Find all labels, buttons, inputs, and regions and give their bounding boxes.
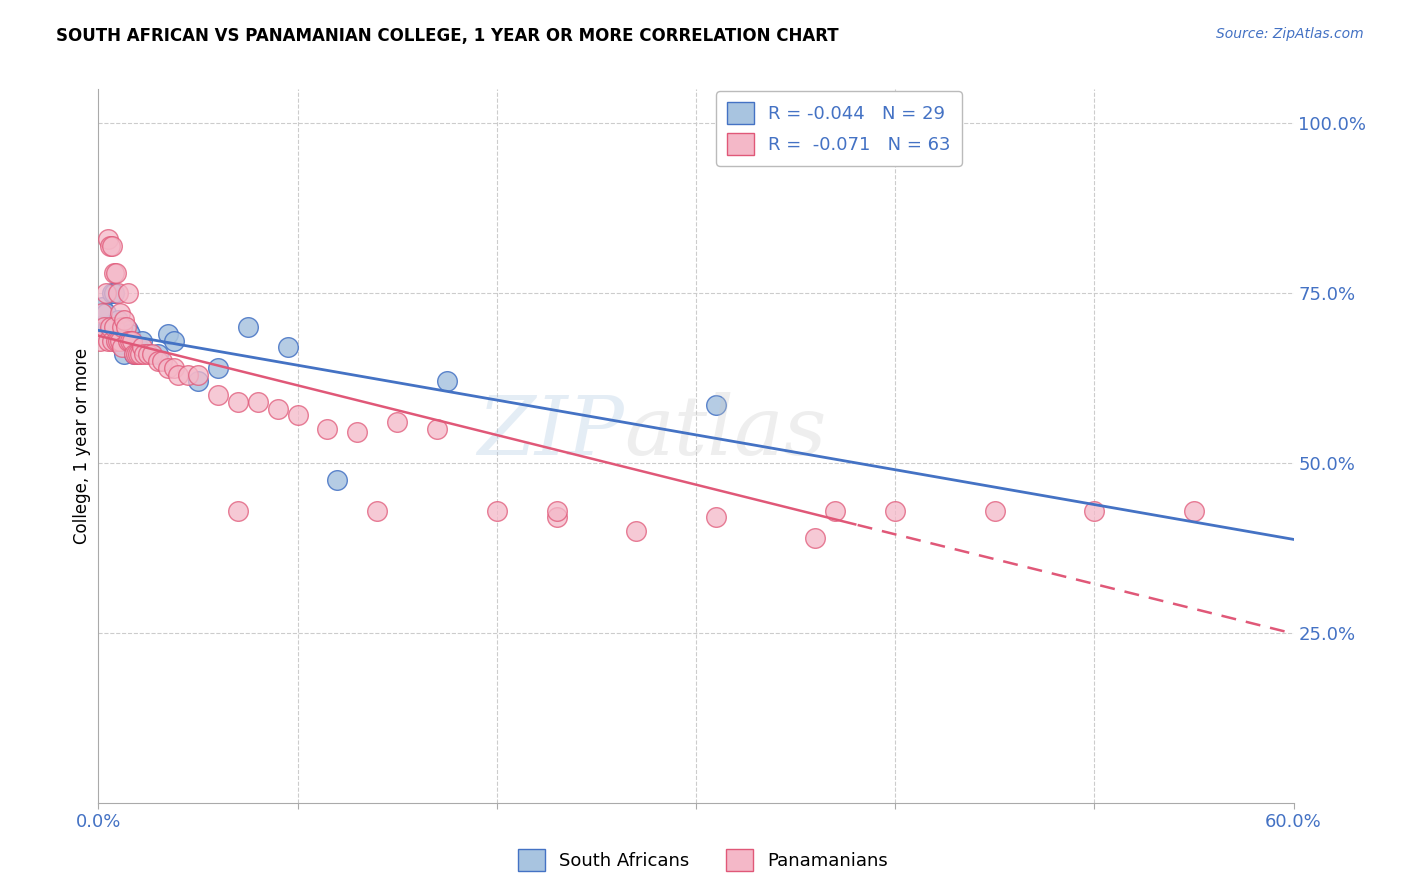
Point: [136, 347, 159, 361]
Point: [134, 347, 156, 361]
Point: [1083, 503, 1105, 517]
Point: [226, 503, 249, 517]
Point: [97, 334, 120, 348]
Point: [163, 334, 186, 348]
Point: [167, 368, 190, 382]
Point: [148, 347, 170, 361]
Point: [101, 334, 124, 348]
Point: [226, 394, 249, 409]
Point: [385, 415, 409, 429]
Point: [111, 334, 134, 348]
Text: atlas: atlas: [624, 392, 827, 472]
Point: [103, 320, 125, 334]
Point: [704, 510, 727, 524]
Point: [163, 360, 186, 375]
Point: [101, 330, 124, 344]
Point: [287, 409, 309, 423]
Point: [177, 368, 200, 382]
Point: [115, 320, 138, 334]
Point: [91, 300, 114, 314]
Point: [150, 354, 173, 368]
Point: [326, 473, 349, 487]
Point: [120, 326, 142, 341]
Point: [96, 286, 118, 301]
Point: [107, 334, 129, 348]
Point: [148, 354, 170, 368]
Point: [157, 326, 180, 341]
Point: [89, 334, 111, 348]
Point: [187, 368, 209, 382]
Point: [207, 388, 229, 402]
Point: [97, 320, 120, 334]
Point: [101, 238, 124, 252]
Point: [97, 232, 120, 246]
Point: [110, 337, 132, 351]
Point: [98, 323, 122, 337]
Point: [110, 334, 132, 348]
Point: [103, 286, 125, 301]
Text: ZIP: ZIP: [478, 392, 624, 472]
Point: [824, 503, 846, 517]
Y-axis label: College, 1 year or more: College, 1 year or more: [73, 348, 91, 544]
Point: [277, 341, 299, 355]
Point: [112, 313, 135, 327]
Point: [112, 347, 135, 361]
Point: [107, 286, 129, 301]
Point: [346, 425, 368, 440]
Point: [246, 394, 269, 409]
Point: [125, 347, 148, 361]
Point: [129, 347, 152, 361]
Point: [316, 422, 339, 436]
Point: [704, 398, 727, 412]
Point: [141, 347, 163, 361]
Text: Source: ZipAtlas.com: Source: ZipAtlas.com: [1216, 27, 1364, 41]
Point: [187, 375, 209, 389]
Point: [93, 320, 115, 334]
Point: [120, 334, 142, 348]
Point: [124, 347, 146, 361]
Point: [110, 306, 132, 320]
Point: [884, 503, 907, 517]
Point: [98, 238, 122, 252]
Point: [117, 286, 139, 301]
Point: [105, 266, 128, 280]
Point: [157, 360, 180, 375]
Legend: R = -0.044   N = 29, R =  -0.071   N = 63: R = -0.044 N = 29, R = -0.071 N = 63: [716, 91, 962, 166]
Legend: South Africans, Panamanians: South Africans, Panamanians: [510, 842, 896, 879]
Point: [96, 306, 118, 320]
Point: [366, 503, 388, 517]
Point: [91, 306, 114, 320]
Point: [1182, 503, 1205, 517]
Point: [546, 503, 568, 517]
Point: [115, 334, 138, 348]
Point: [107, 323, 129, 337]
Point: [103, 266, 125, 280]
Point: [127, 347, 149, 361]
Point: [105, 334, 128, 348]
Point: [485, 503, 508, 517]
Point: [236, 320, 259, 334]
Point: [804, 531, 827, 545]
Point: [107, 313, 129, 327]
Point: [546, 510, 568, 524]
Point: [267, 401, 290, 416]
Point: [127, 341, 149, 355]
Point: [436, 375, 458, 389]
Point: [626, 524, 648, 538]
Point: [131, 341, 153, 355]
Point: [117, 334, 139, 348]
Point: [111, 320, 134, 334]
Point: [124, 347, 146, 361]
Point: [131, 334, 153, 348]
Point: [121, 334, 143, 348]
Point: [98, 320, 122, 334]
Point: [101, 286, 124, 301]
Point: [984, 503, 1007, 517]
Point: [111, 341, 134, 355]
Point: [426, 422, 449, 436]
Text: SOUTH AFRICAN VS PANAMANIAN COLLEGE, 1 YEAR OR MORE CORRELATION CHART: SOUTH AFRICAN VS PANAMANIAN COLLEGE, 1 Y…: [56, 27, 839, 45]
Point: [207, 360, 229, 375]
Point: [117, 323, 139, 337]
Point: [105, 334, 128, 348]
